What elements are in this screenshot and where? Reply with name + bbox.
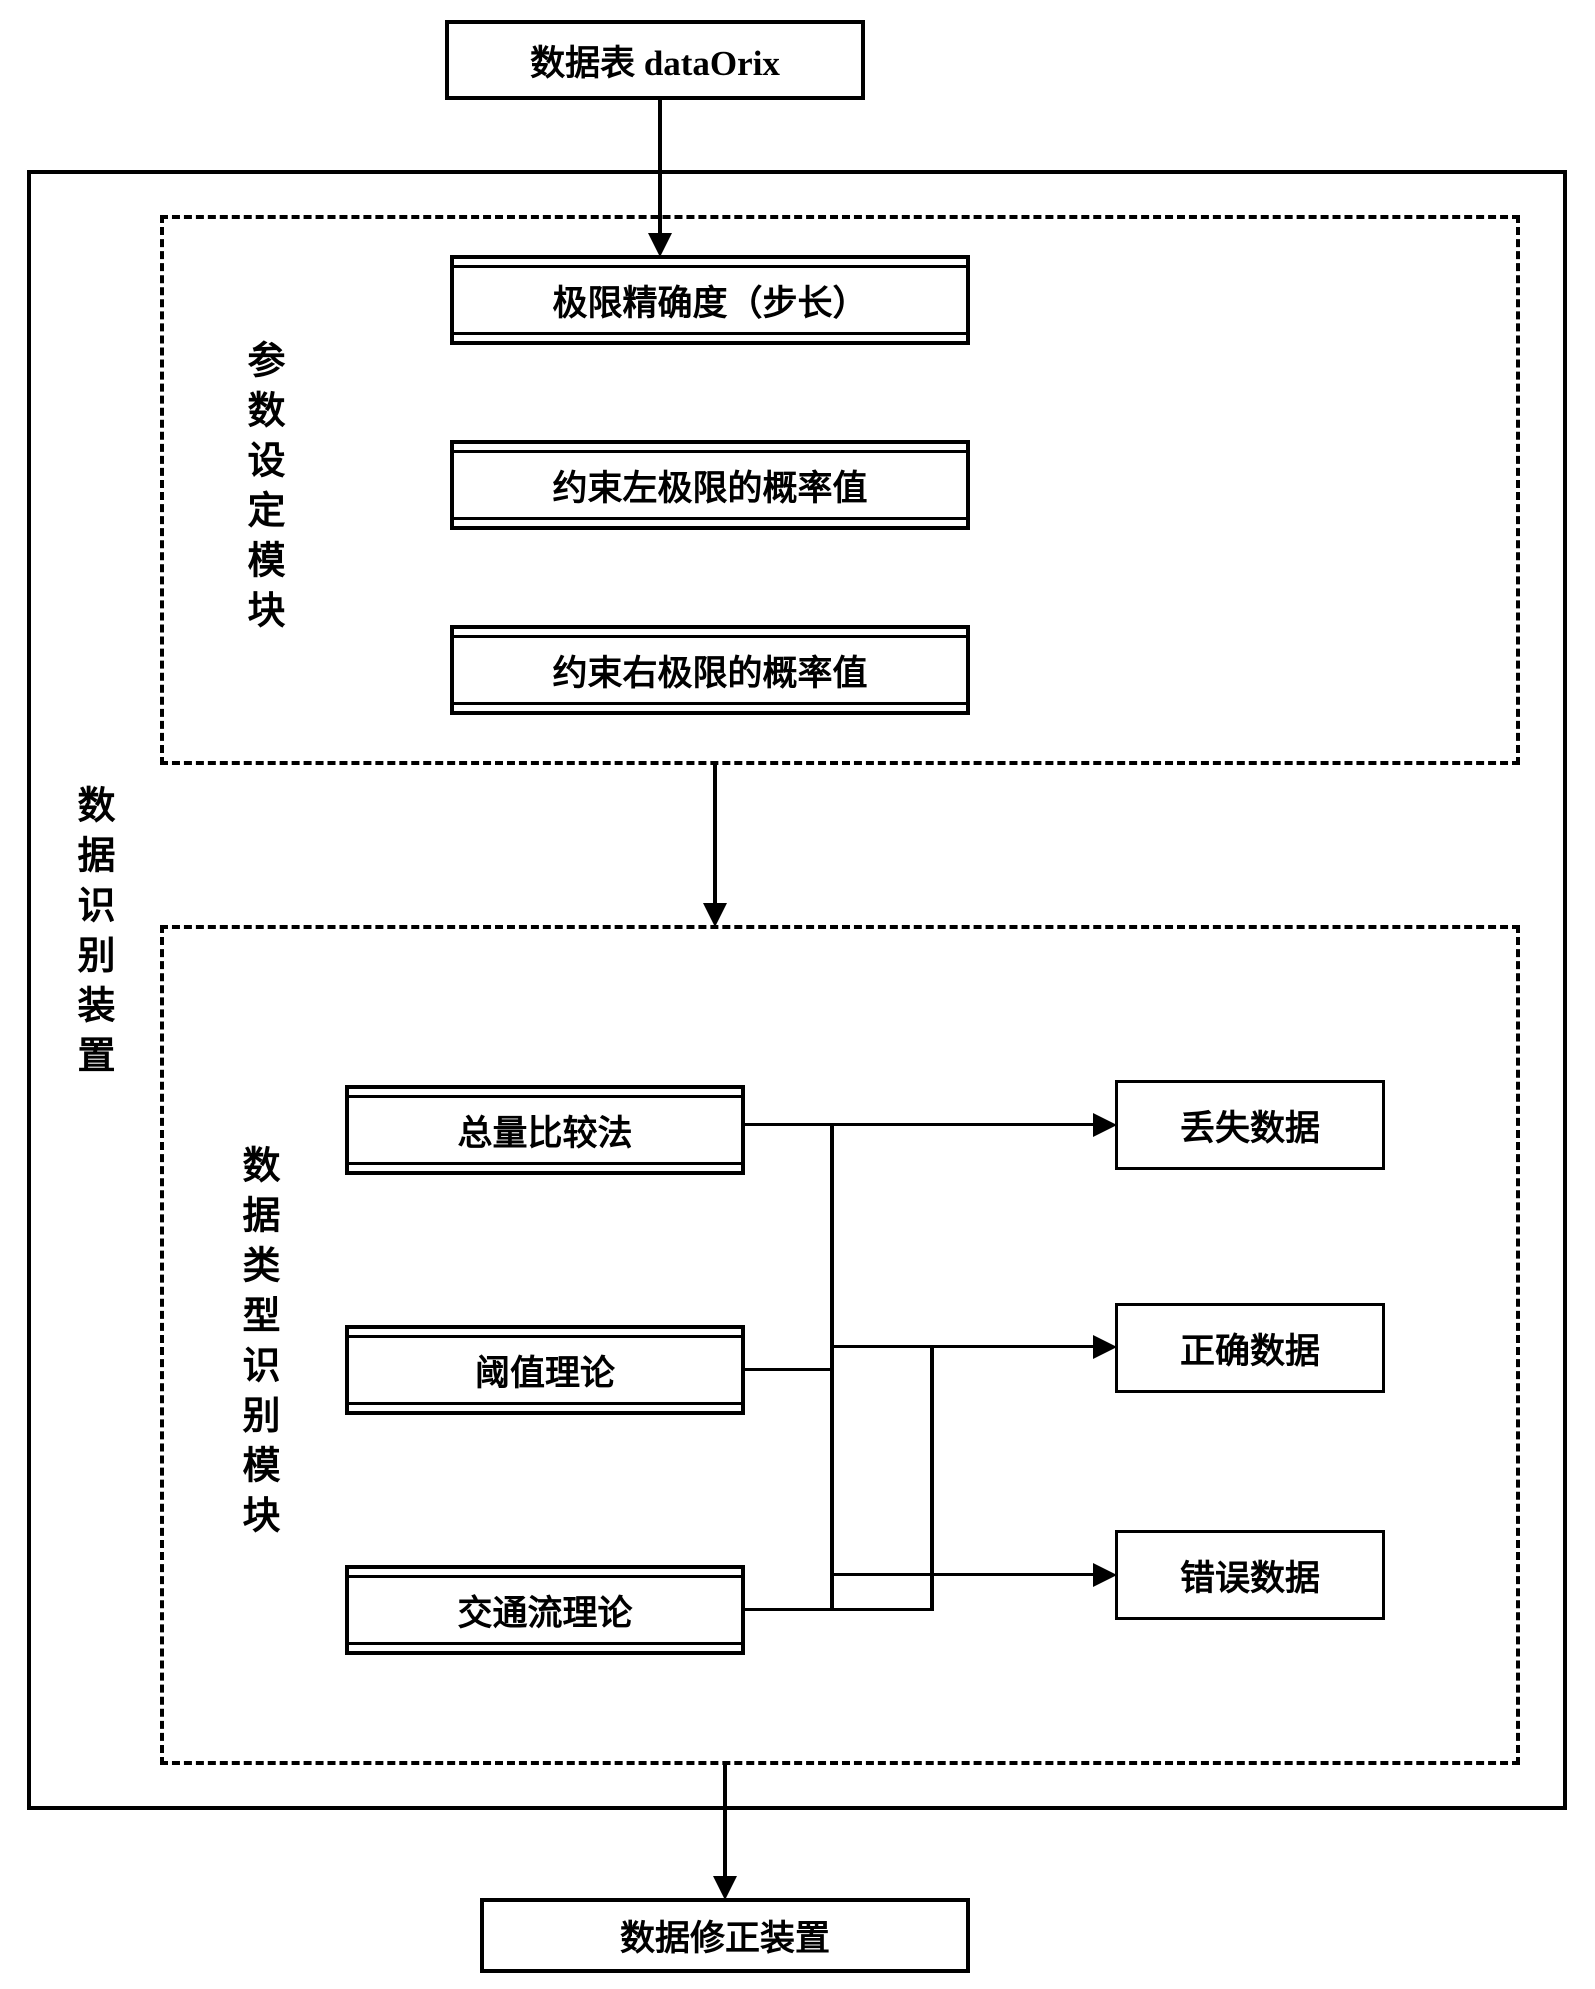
method3-label: 交通流理论 bbox=[457, 1585, 632, 1636]
edge-to-r3 bbox=[830, 1573, 1095, 1576]
arrow-head-icon bbox=[713, 1876, 737, 1900]
method2-label: 阈值理论 bbox=[475, 1345, 615, 1396]
module1-label: 参数设定模块 bbox=[235, 315, 290, 665]
edge-m1-r1 bbox=[745, 1123, 1095, 1126]
node-method2: 阈值理论 bbox=[345, 1325, 745, 1415]
edge-m3-v-up bbox=[830, 1573, 834, 1611]
node-param3: 约束右极限的概率值 bbox=[450, 625, 970, 715]
node-method1: 总量比较法 bbox=[345, 1085, 745, 1175]
node-bottom-output: 数据修正装置 bbox=[480, 1898, 970, 1973]
result2-label: 正确数据 bbox=[1180, 1323, 1320, 1374]
edge-m2-stub bbox=[745, 1368, 833, 1371]
outer-container-label: 数据识别装置 bbox=[65, 660, 120, 1210]
edge-m3-v2 bbox=[930, 1345, 934, 1611]
edge-m3-stub bbox=[745, 1608, 833, 1611]
node-top-input: 数据表 dataOrix bbox=[445, 20, 865, 100]
param2-label: 约束左极限的概率值 bbox=[552, 460, 867, 511]
node-method3: 交通流理论 bbox=[345, 1565, 745, 1655]
node-result3: 错误数据 bbox=[1115, 1530, 1385, 1620]
edge-module2-to-output bbox=[723, 1765, 727, 1880]
node-result2: 正确数据 bbox=[1115, 1303, 1385, 1393]
node-param1: 极限精确度（步长） bbox=[450, 255, 970, 345]
edge-to-r2 bbox=[830, 1345, 1095, 1348]
edge-m1-v bbox=[830, 1123, 834, 1348]
bottom-output-label: 数据修正装置 bbox=[620, 1910, 830, 1961]
outer-label-text: 数据识别装置 bbox=[65, 785, 120, 1085]
arrow-head-icon bbox=[1093, 1563, 1117, 1587]
method1-label: 总量比较法 bbox=[457, 1105, 632, 1156]
result1-label: 丢失数据 bbox=[1180, 1100, 1320, 1151]
arrow-head-icon bbox=[703, 903, 727, 927]
arrow-head-icon bbox=[1093, 1335, 1117, 1359]
param1-label: 极限精确度（步长） bbox=[552, 275, 867, 326]
edge-m2-v-down bbox=[830, 1368, 834, 1573]
arrow-head-icon bbox=[1093, 1113, 1117, 1137]
node-result1: 丢失数据 bbox=[1115, 1080, 1385, 1170]
edge-module1-to-module2 bbox=[713, 765, 717, 905]
flowchart-diagram: 数据表 dataOrix 数据识别装置 参数设定模块 极限精确度（步长） 约束左… bbox=[20, 20, 1575, 1969]
result3-label: 错误数据 bbox=[1180, 1550, 1320, 1601]
top-input-label: 数据表 dataOrix bbox=[530, 35, 780, 86]
module2-label: 数据类型识别模块 bbox=[230, 1030, 285, 1660]
node-param2: 约束左极限的概率值 bbox=[450, 440, 970, 530]
module2-label-text: 数据类型识别模块 bbox=[230, 1145, 285, 1545]
param3-label: 约束右极限的概率值 bbox=[552, 645, 867, 696]
module1-label-text: 参数设定模块 bbox=[235, 340, 290, 640]
edge-m3-stub2 bbox=[830, 1608, 933, 1611]
